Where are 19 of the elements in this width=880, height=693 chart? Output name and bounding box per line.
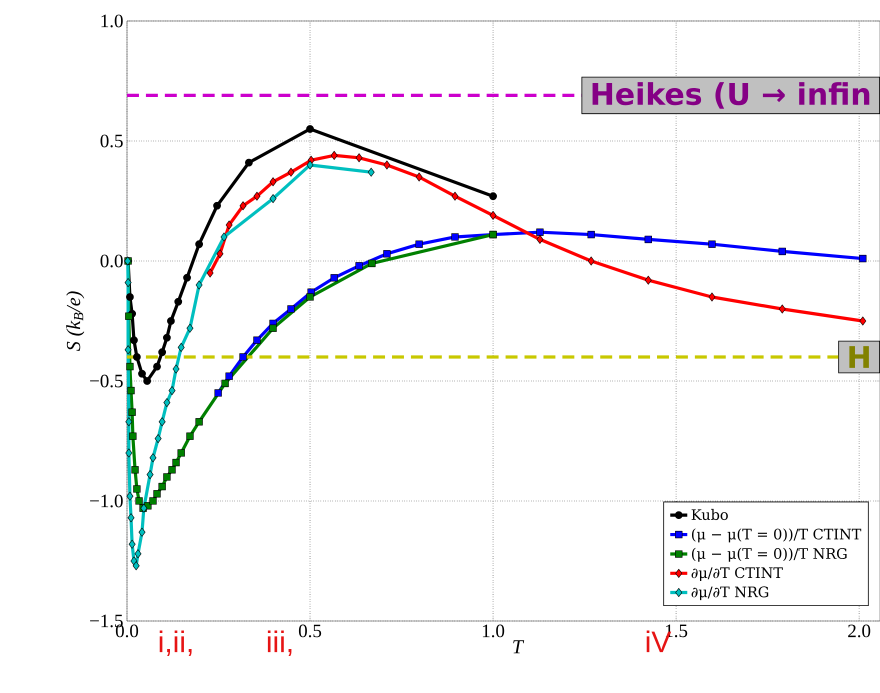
ref-line-label: H bbox=[849, 346, 869, 368]
legend-label: (μ − μ(T = 0))/T CTINT bbox=[692, 528, 862, 542]
x-tick-label: 2.0 bbox=[848, 624, 870, 638]
text: i,ii, bbox=[160, 630, 192, 656]
y-tick-label: −0.5 bbox=[90, 374, 123, 388]
ref-line-label: Heikes (U → infin bbox=[592, 82, 870, 109]
legend-label: ∂μ/∂T CTINT bbox=[692, 567, 783, 581]
x-tick-label: 0.5 bbox=[298, 624, 322, 638]
y-axis-title: S (k$_{B}$/e) bbox=[66, 291, 84, 351]
y-tick-label: −1.0 bbox=[90, 494, 123, 508]
y-tick-label: 1.0 bbox=[101, 14, 123, 28]
legend-label: ∂μ/∂T NRG bbox=[692, 586, 768, 600]
x-axis-title: T bbox=[513, 640, 524, 654]
legend-label: Kubo bbox=[692, 508, 728, 520]
legend-label: (μ − μ(T = 0))/T NRG bbox=[692, 548, 847, 562]
y-tick-label: 0.0 bbox=[100, 254, 123, 268]
text: iii, bbox=[268, 630, 292, 656]
y-tick-label: 0.5 bbox=[100, 134, 123, 148]
x-tick-label: 1.0 bbox=[482, 624, 504, 638]
